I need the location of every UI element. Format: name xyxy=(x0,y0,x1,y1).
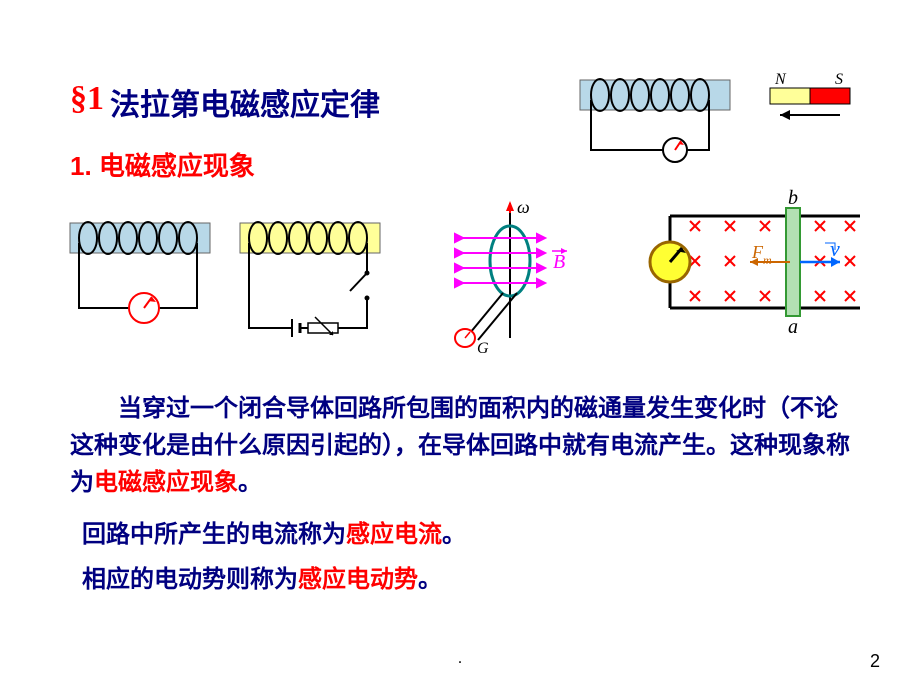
a-label: a xyxy=(788,316,798,338)
b-vector-label: B xyxy=(553,251,565,273)
p2-highlight: 感应电流 xyxy=(346,522,442,548)
paragraph-3: 相应的电动势则称为感应电动势。 xyxy=(70,562,860,599)
page-number: 2 xyxy=(870,651,880,672)
p3-text: 相应的电动势则称为 xyxy=(82,567,298,593)
diagram-coil-magnet-top: N S xyxy=(570,70,870,190)
paragraph-2: 回路中所产生的电流称为感应电流。 xyxy=(70,517,860,554)
b-label: b xyxy=(788,187,798,209)
diagrams-row: ω B G xyxy=(70,193,860,373)
diagram-coil-meter xyxy=(60,213,220,353)
p2-text: 回路中所产生的电流称为 xyxy=(82,522,346,548)
slide: §1 法拉第电磁感应定律 N S 1. 电磁感应现象 xyxy=(0,0,920,690)
footer-dot: . xyxy=(458,650,462,668)
diagram-coil-switch xyxy=(230,213,400,363)
p3-end: 。 xyxy=(418,567,442,593)
g-label: G xyxy=(477,340,489,357)
paragraph-1: 当穿过一个闭合导体回路所包围的面积内的磁通量发生变化时（不论这种变化是由什么原因… xyxy=(70,391,860,503)
p1-highlight: 电磁感应现象 xyxy=(94,470,238,496)
p1-end: 。 xyxy=(238,470,262,496)
omega-label: ω xyxy=(517,197,530,217)
p2-end: 。 xyxy=(442,522,466,548)
magnet-n-label: N xyxy=(774,71,787,88)
diagram-rod-rails: b a Fm v xyxy=(630,188,870,358)
section-symbol: §1 xyxy=(70,80,104,118)
diagram-rotating-loop: ω B G xyxy=(415,193,595,363)
p3-highlight: 感应电动势 xyxy=(298,567,418,593)
magnet-s-label: S xyxy=(835,71,843,88)
section-title: 法拉第电磁感应定律 xyxy=(110,80,380,124)
